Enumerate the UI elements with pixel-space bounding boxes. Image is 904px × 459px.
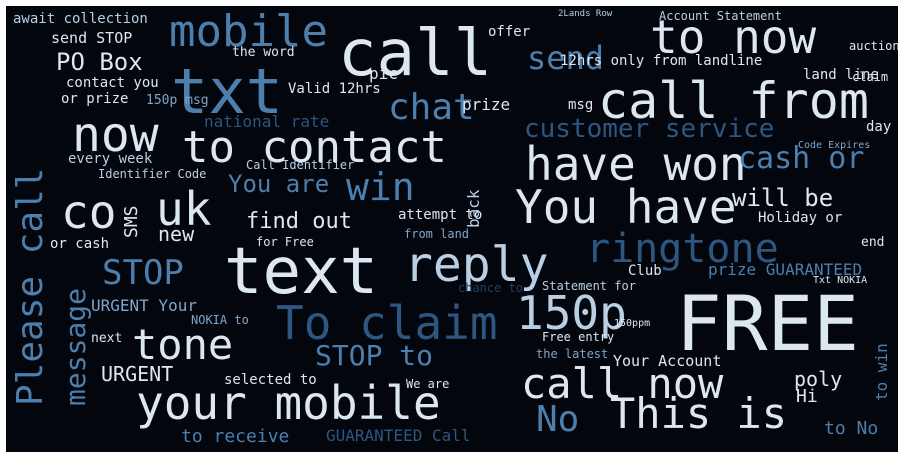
word: customer service: [524, 114, 775, 144]
word: 2Lands Row: [558, 9, 613, 19]
word: 12hrs only from landline: [560, 53, 763, 69]
word: contact you: [66, 75, 159, 91]
word: prize GUARANTEED: [708, 260, 863, 279]
word: offer: [488, 24, 531, 40]
word: No: [536, 399, 580, 440]
word: next: [91, 331, 123, 346]
word: tone: [132, 320, 234, 369]
word: to contact: [182, 122, 447, 173]
word: the word: [232, 45, 295, 60]
word: end: [861, 235, 885, 250]
word: from land: [404, 227, 470, 241]
word: co: [61, 185, 117, 239]
word: will be: [732, 184, 834, 212]
word: mobile: [169, 6, 328, 57]
word: GUARANTEED Call: [326, 426, 471, 445]
word: prize: [462, 95, 511, 114]
word: claim: [852, 70, 889, 84]
word: PO Box: [56, 48, 143, 76]
word: Call Identifier: [246, 158, 355, 172]
word: to now: [650, 10, 817, 64]
word: NOKIA to: [191, 313, 249, 327]
word: or prize: [61, 91, 129, 107]
word: to No: [824, 418, 879, 439]
word: call now: [521, 359, 724, 408]
word: Club: [628, 263, 662, 279]
word: the latest: [536, 347, 609, 361]
word: reply: [404, 237, 549, 293]
word: auction: [849, 39, 898, 53]
word: This is: [610, 389, 788, 438]
word: Valid 12hrs: [288, 81, 381, 97]
word: selected to: [224, 372, 317, 388]
word: your mobile: [136, 376, 441, 430]
word: message: [59, 287, 92, 406]
word: Code Expires: [798, 140, 871, 151]
word: Holiday or: [758, 210, 843, 226]
word: You have: [515, 180, 737, 234]
word: for Free: [256, 235, 314, 249]
word: land line: [803, 67, 879, 83]
word: call from: [598, 72, 869, 130]
word: We are: [406, 377, 450, 391]
word: URGENT Your: [91, 296, 197, 315]
word: URGENT: [101, 362, 174, 386]
word: FREE: [676, 279, 860, 368]
word: STOP: [102, 253, 184, 293]
word: uk: [156, 182, 212, 236]
word: every week: [68, 151, 153, 167]
word: 150ppm: [614, 318, 651, 329]
word-cloud: call FREE text mobile txt to now call fr…: [6, 6, 898, 452]
word: 150p: [516, 286, 627, 340]
word: SMS: [121, 205, 142, 238]
word: now: [72, 107, 159, 163]
word: 150p msg: [146, 93, 209, 108]
word: ringtone: [586, 226, 779, 272]
word: Account Statement: [659, 9, 782, 23]
word: poly: [794, 367, 843, 391]
word: day: [866, 119, 892, 135]
word: to receive: [181, 426, 290, 447]
word: To claim: [276, 296, 498, 350]
word: Txt NOKIA: [813, 275, 868, 286]
word: call: [338, 17, 493, 91]
word: national rate: [204, 112, 330, 131]
word: win: [346, 165, 415, 209]
word: chat: [388, 87, 475, 128]
word: Free entry: [542, 330, 615, 344]
word: or cash: [50, 236, 110, 252]
word: msg: [568, 97, 594, 113]
word: Statement for: [542, 279, 636, 293]
word: send: [527, 39, 605, 77]
word: Please call: [10, 167, 51, 406]
word: txt: [171, 55, 283, 128]
word: have won: [525, 137, 747, 191]
word: Hi: [796, 386, 818, 407]
word: You are: [228, 170, 330, 198]
word: Identifier Code: [98, 167, 207, 181]
word: STOP to: [315, 339, 434, 372]
word: text: [224, 235, 379, 309]
word: chance to: [458, 281, 524, 295]
word: pic: [369, 64, 398, 83]
word: send STOP: [51, 29, 133, 47]
word: Your Account: [613, 352, 722, 370]
word: back: [464, 189, 483, 228]
word: find out: [246, 209, 352, 234]
word: cash or: [738, 141, 865, 176]
word: await collection: [13, 11, 148, 27]
word: new: [158, 222, 195, 246]
word: attempt to: [398, 207, 483, 223]
word: to win: [872, 343, 891, 401]
